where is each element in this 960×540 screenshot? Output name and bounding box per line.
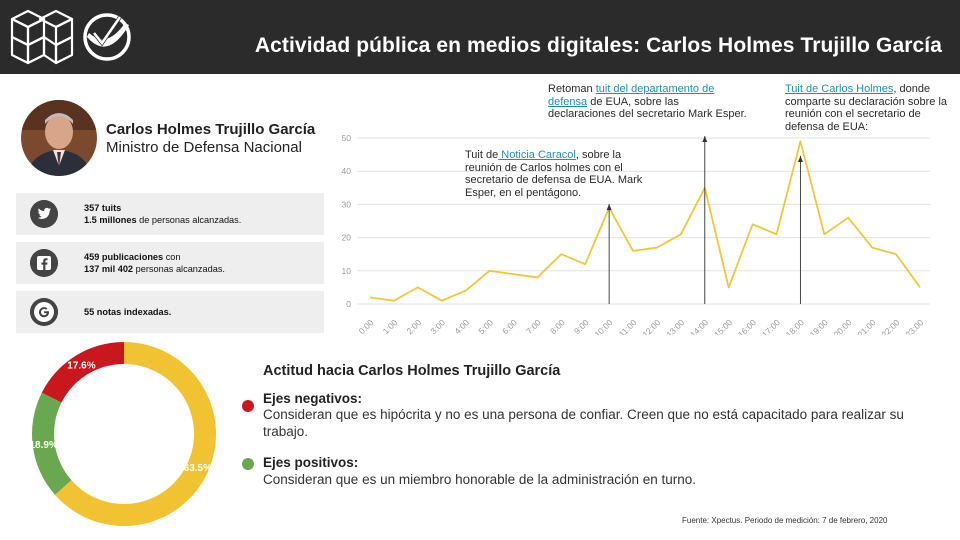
facebook-icon — [30, 249, 58, 277]
annotation-arrowhead — [606, 204, 612, 210]
attitude-donut-chart: 17.6% 18.9% 63.5% — [29, 342, 216, 526]
attitude-title: Actitud hacia Carlos Holmes Trujillo Gar… — [263, 363, 561, 379]
y-tick-label: 50 — [342, 133, 352, 143]
series-line — [369, 140, 921, 302]
twitter-icon — [30, 200, 58, 228]
donut-slice-label: 17.6% — [67, 361, 95, 372]
profile-name: Carlos Holmes Trujillo García — [106, 121, 316, 138]
annotation-10h-pre: Tuit de — [465, 149, 499, 161]
y-tick-label: 10 — [342, 266, 352, 276]
positive-bullet-icon — [242, 458, 254, 470]
google-stat-text: 55 notas indexadas. — [84, 306, 171, 318]
x-tick-label: 19:00 — [808, 317, 830, 335]
x-tick-label: 7:00 — [524, 317, 543, 335]
annotation-10h: Tuit de Noticia Caracol, sobre la reunió… — [465, 149, 645, 199]
x-tick-label: 12:00 — [640, 317, 662, 335]
y-tick-label: 20 — [342, 233, 352, 243]
posts-count: 459 publicaciones — [84, 252, 164, 262]
annotation-arrowhead — [797, 156, 803, 162]
x-tick-label: 13:00 — [664, 317, 686, 335]
google-stat-card: 55 notas indexadas. — [16, 291, 324, 333]
negative-axes-label: Ejes negativos: — [263, 391, 363, 406]
x-tick-label: 18:00 — [784, 317, 806, 335]
x-tick-label: 3:00 — [428, 317, 447, 335]
source-note: Fuente: Xpectus. Periodo de medición: 7 … — [682, 516, 888, 525]
indexed-notes: 55 notas indexadas. — [84, 307, 172, 317]
cubes-logo-icon — [10, 9, 74, 65]
x-tick-label: 14:00 — [688, 317, 710, 335]
x-tick-label: 4:00 — [452, 317, 471, 335]
x-tick-label: 11:00 — [617, 317, 639, 335]
x-tick-label: 15:00 — [712, 317, 734, 335]
x-tick-label: 5:00 — [476, 317, 495, 335]
x-tick-label: 0:00 — [357, 317, 376, 335]
twitter-stat-text: 357 tuits 1.5 millones de personas alcan… — [84, 202, 241, 226]
negative-bullet-icon — [242, 400, 254, 412]
x-tick-label: 9:00 — [572, 317, 591, 335]
donut-slice-label: 18.9% — [29, 440, 57, 451]
twitter-stat-card: 357 tuits 1.5 millones de personas alcan… — [16, 193, 324, 235]
tweets-count: 357 tuits — [84, 203, 122, 213]
annotation-10h-post: , sobre la reunión de Carlos holmes con … — [465, 149, 643, 199]
annotation-18h-link[interactable]: Tuit de Carlos Holmes — [785, 83, 894, 95]
twitter-reach: 1.5 millones — [84, 215, 137, 225]
donut-slice — [31, 392, 72, 495]
annotation-14h-link[interactable]: tuit del departamento de defensa — [548, 83, 715, 108]
facebook-reach: 137 mil 402 — [84, 264, 134, 274]
profile-role: Ministro de Defensa Nacional — [106, 139, 302, 156]
x-tick-label: 8:00 — [548, 317, 567, 335]
facebook-stat-text: 459 publicaciones con 137 mil 402 person… — [84, 251, 225, 275]
y-tick-label: 40 — [342, 166, 352, 176]
annotation-14h-pre: Retoman — [548, 83, 596, 95]
x-tick-label: 23:00 — [903, 317, 925, 335]
annotation-18h: Tuit de Carlos Holmes, donde comparte su… — [785, 83, 957, 133]
x-tick-label: 20:00 — [832, 317, 854, 335]
x-tick-label: 16:00 — [736, 317, 758, 335]
avatar — [21, 100, 97, 176]
x-tick-label: 21:00 — [855, 317, 877, 335]
facebook-reach-suffix: personas alcanzadas. — [133, 264, 225, 274]
x-tick-label: 2:00 — [404, 317, 423, 335]
donut-slice — [54, 342, 216, 526]
header-bar: Actividad pública en medios digitales: C… — [0, 0, 960, 74]
positive-axes-label: Ejes positivos: — [263, 455, 359, 470]
brand-logo-icon — [83, 13, 131, 61]
annotation-arrowhead — [702, 136, 708, 142]
x-tick-label: 22:00 — [879, 317, 901, 335]
x-tick-label: 1:00 — [381, 317, 400, 335]
x-tick-label: 6:00 — [500, 317, 519, 335]
donut-slice — [41, 342, 125, 403]
hourly-activity-line-chart: 0 10 20 30 40 50 0:00 1:00 2:00 3:00 4:00 5:00 6:00 7… — [342, 133, 930, 335]
annotation-14h: Retoman tuit del departamento de defensa… — [548, 83, 748, 121]
x-tick-label: 17:00 — [760, 317, 782, 335]
y-tick-label: 0 — [346, 299, 351, 309]
page-title: Actividad pública en medios digitales: C… — [254, 34, 942, 57]
positive-axes-text: Consideran que es un miembro honorable d… — [263, 472, 697, 487]
annotation-18h-post: , donde comparte su declaración sobre la… — [785, 83, 948, 133]
y-tick-label: 30 — [342, 199, 352, 209]
posts-count-suffix: con — [163, 252, 181, 262]
negative-axes-text: Consideran que es hipócrita y no es una … — [263, 407, 904, 439]
twitter-reach-suffix: de personas alcanzadas. — [136, 215, 242, 225]
facebook-stat-card: 459 publicaciones con 137 mil 402 person… — [16, 242, 324, 284]
annotation-10h-link[interactable]: Noticia Caracol — [498, 149, 576, 161]
donut-slice-label: 63.5% — [184, 463, 212, 474]
annotation-14h-post: de EUA, sobre las declaraciones del secr… — [548, 95, 747, 121]
google-icon — [30, 298, 58, 326]
x-tick-label: 10:00 — [592, 317, 614, 335]
